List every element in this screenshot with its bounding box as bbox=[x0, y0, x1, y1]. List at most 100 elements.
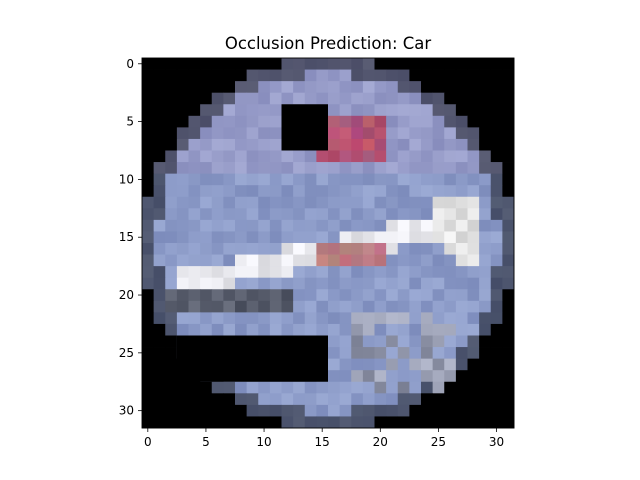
pixel-cell bbox=[444, 347, 457, 360]
pixel-cell bbox=[374, 58, 387, 70]
pixel-cell bbox=[421, 58, 434, 70]
pixel-cell bbox=[374, 219, 387, 232]
pixel-cell bbox=[269, 243, 282, 255]
pixel-cell bbox=[328, 358, 341, 371]
pixel-cell bbox=[153, 92, 166, 105]
pixel-cell bbox=[316, 393, 329, 406]
pixel-cell bbox=[374, 127, 387, 140]
pixel-cell bbox=[397, 219, 410, 232]
pixel-cell bbox=[362, 115, 375, 128]
pixel-cell bbox=[409, 358, 422, 371]
pixel-cell bbox=[246, 69, 259, 82]
pixel-cell bbox=[165, 358, 178, 371]
pixel-cell bbox=[444, 300, 457, 313]
pixel-cell bbox=[339, 69, 352, 82]
pixel-cell bbox=[211, 231, 224, 244]
pixel-cell bbox=[281, 300, 294, 313]
pixel-cell bbox=[200, 243, 213, 255]
pixel-cell bbox=[235, 81, 248, 94]
pixel-cell bbox=[223, 92, 236, 105]
pixel-cell bbox=[258, 162, 271, 175]
pixel-cell bbox=[490, 404, 503, 417]
pixel-cell bbox=[269, 231, 282, 244]
pixel-cell bbox=[397, 381, 410, 394]
pixel-cell bbox=[223, 196, 236, 209]
pixel-cell bbox=[374, 81, 387, 94]
pixel-cell bbox=[490, 208, 503, 221]
pixel-cell bbox=[467, 404, 480, 417]
pixel-cell bbox=[142, 381, 155, 394]
pixel-cell bbox=[153, 127, 166, 140]
pixel-cell bbox=[421, 162, 434, 175]
pixel-cell bbox=[432, 185, 445, 198]
pixel-cell bbox=[188, 138, 201, 151]
pixel-cell bbox=[351, 243, 364, 255]
pixel-cell bbox=[339, 277, 352, 290]
pixel-cell bbox=[246, 138, 259, 151]
pixel-cell bbox=[188, 196, 201, 209]
pixel-cell bbox=[316, 58, 329, 70]
pixel-cell bbox=[374, 289, 387, 302]
pixel-cell bbox=[386, 104, 399, 117]
pixel-cell bbox=[432, 127, 445, 140]
pixel-cell bbox=[421, 335, 434, 348]
pixel-cell bbox=[200, 81, 213, 94]
pixel-cell bbox=[188, 81, 201, 94]
pixel-cell bbox=[479, 196, 492, 209]
pixel-cell bbox=[235, 138, 248, 151]
pixel-cell bbox=[339, 81, 352, 94]
pixel-cell bbox=[304, 231, 317, 244]
pixel-cell bbox=[304, 92, 317, 105]
pixel-cell bbox=[397, 127, 410, 140]
pixel-cell bbox=[211, 404, 224, 417]
pixel-cell bbox=[421, 208, 434, 221]
pixel-cell bbox=[409, 231, 422, 244]
pixel-cell bbox=[142, 138, 155, 151]
pixel-cell bbox=[479, 266, 492, 279]
pixel-cell bbox=[397, 115, 410, 128]
pixel-cell bbox=[316, 289, 329, 302]
pixel-cell bbox=[467, 289, 480, 302]
pixel-cell bbox=[211, 300, 224, 313]
pixel-cell bbox=[362, 150, 375, 163]
pixel-cell bbox=[339, 58, 352, 70]
occlusion-patch bbox=[176, 335, 328, 382]
pixel-cell bbox=[258, 104, 271, 117]
pixel-cell bbox=[211, 69, 224, 82]
pixel-cell bbox=[211, 277, 224, 290]
pixel-cell bbox=[351, 347, 364, 360]
pixel-cell bbox=[351, 393, 364, 406]
pixel-cell bbox=[490, 219, 503, 232]
pixel-cell bbox=[362, 289, 375, 302]
pixel-cell bbox=[432, 81, 445, 94]
pixel-cell bbox=[328, 300, 341, 313]
pixel-cell bbox=[176, 277, 189, 290]
pixel-cell bbox=[467, 81, 480, 94]
pixel-cell bbox=[386, 81, 399, 94]
pixel-cell bbox=[502, 115, 515, 128]
pixel-cell bbox=[188, 115, 201, 128]
pixel-cell bbox=[153, 104, 166, 117]
pixel-cell bbox=[316, 254, 329, 267]
pixel-cell bbox=[211, 381, 224, 394]
pixel-cell bbox=[304, 289, 317, 302]
pixel-cell bbox=[258, 81, 271, 94]
pixel-cell bbox=[455, 289, 468, 302]
pixel-cell bbox=[200, 312, 213, 325]
pixel-cell bbox=[432, 243, 445, 255]
pixel-cell bbox=[235, 393, 248, 406]
pixel-cell bbox=[258, 196, 271, 209]
pixel-cell bbox=[328, 347, 341, 360]
pixel-cell bbox=[351, 323, 364, 336]
pixel-cell bbox=[351, 370, 364, 383]
pixel-cell bbox=[281, 231, 294, 244]
pixel-cell bbox=[223, 254, 236, 267]
pixel-cell bbox=[409, 69, 422, 82]
pixel-cell bbox=[142, 150, 155, 163]
pixel-cell bbox=[490, 58, 503, 70]
pixel-cell bbox=[467, 323, 480, 336]
pixel-cell bbox=[502, 162, 515, 175]
pixel-cell bbox=[455, 323, 468, 336]
pixel-cell bbox=[502, 416, 515, 429]
